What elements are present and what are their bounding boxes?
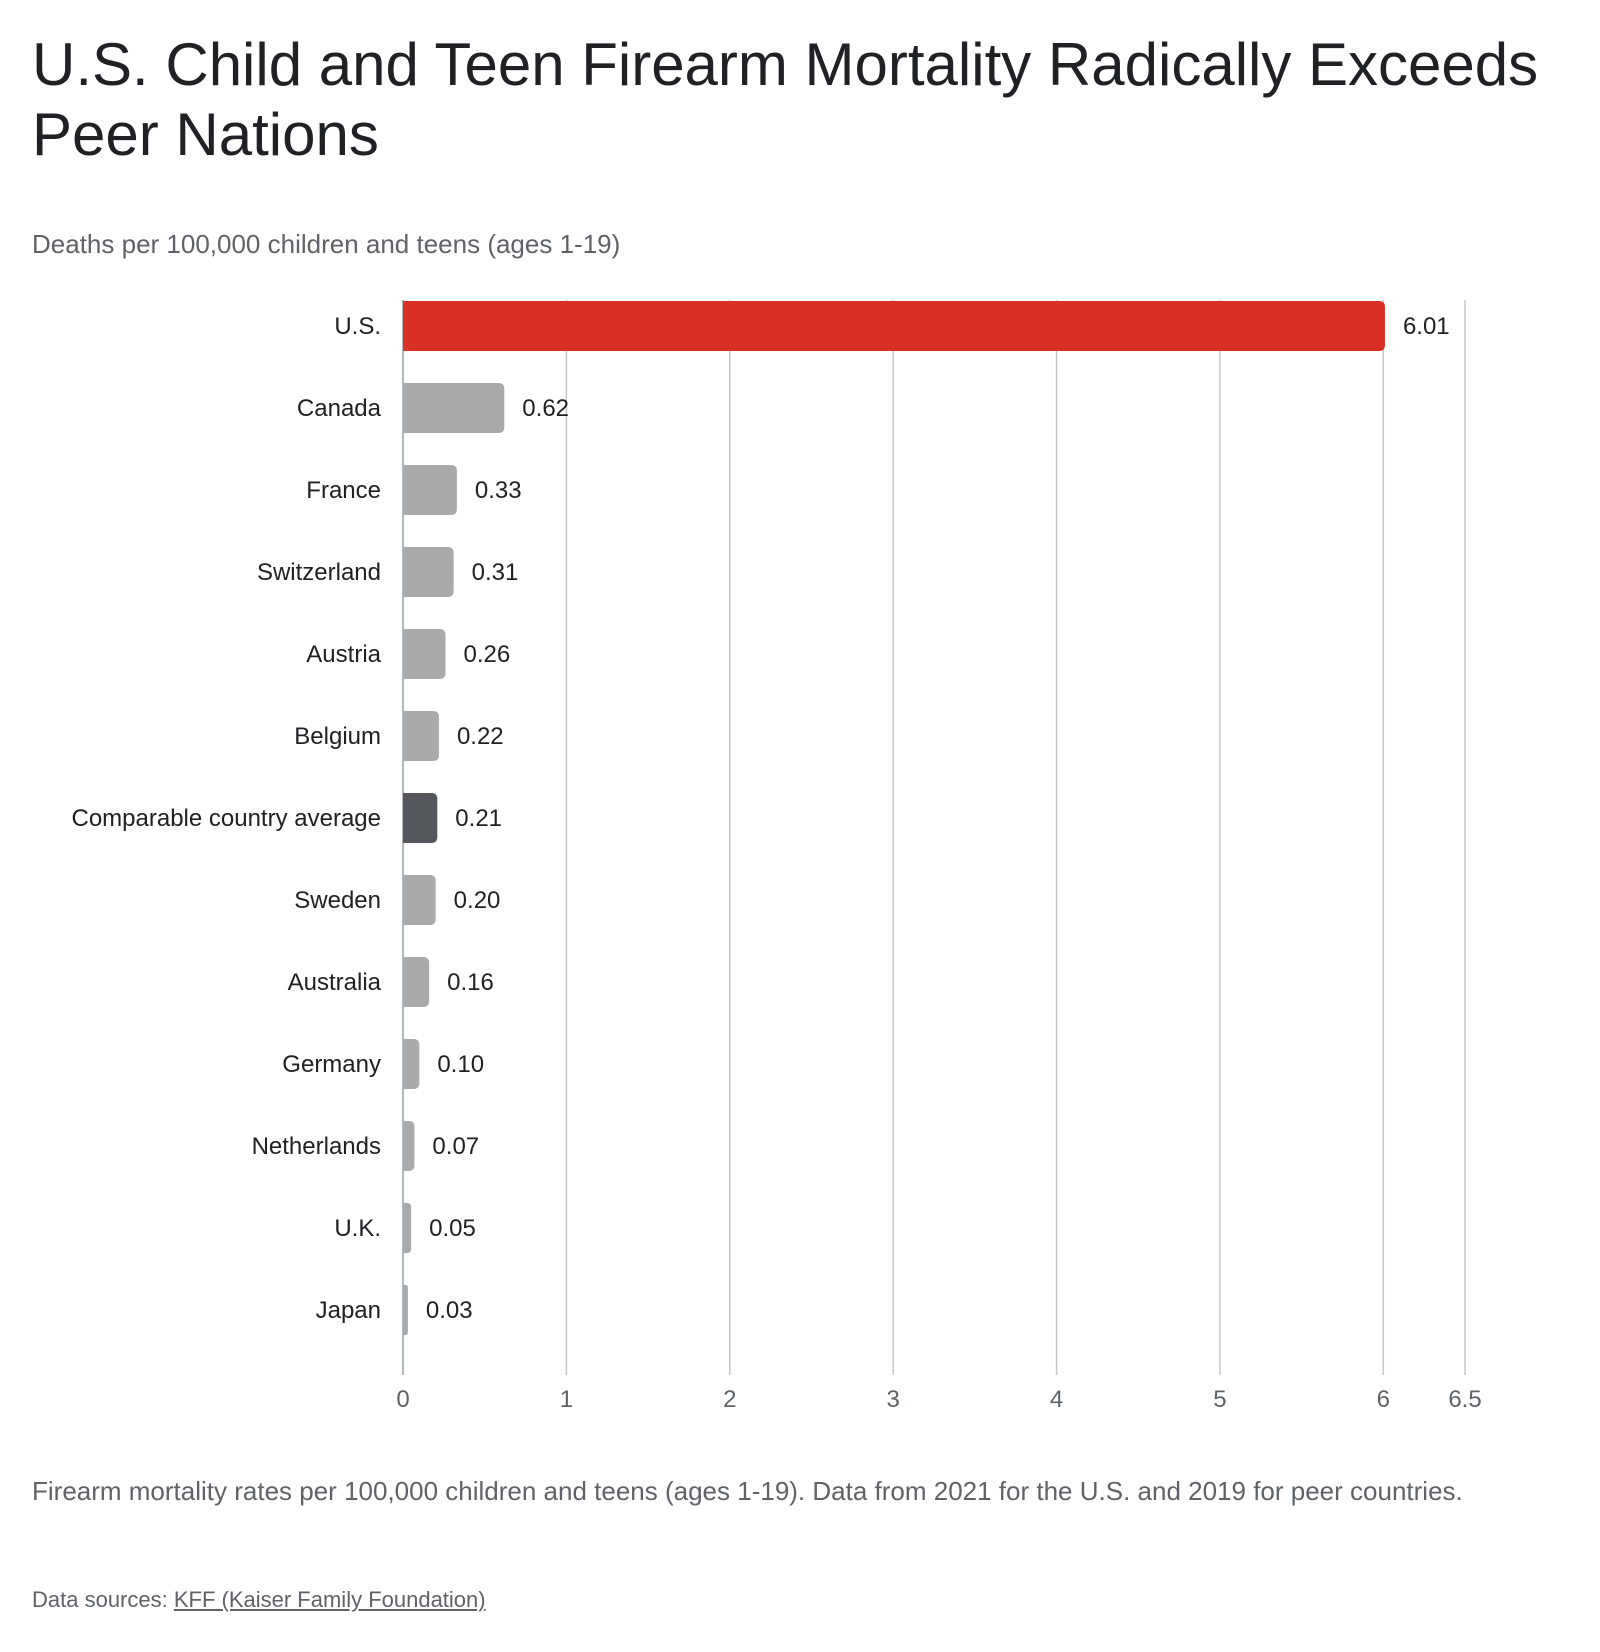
bar [403, 711, 439, 761]
value-label: 0.07 [432, 1133, 479, 1160]
chart-footnote: Firearm mortality rates per 100,000 chil… [32, 1476, 1463, 1506]
bar [403, 1121, 415, 1171]
chart-title: U.S. Child and Teen Firearm Mortality Ra… [32, 31, 1539, 168]
category-label: Canada [297, 395, 382, 422]
value-label: 0.22 [457, 723, 504, 750]
value-label: 0.03 [426, 1297, 473, 1324]
x-axis-ticks: 0 1 2 3 4 5 6 6.5 [396, 1386, 1481, 1413]
gridlines [402, 300, 1466, 1375]
x-tick-label: 1 [560, 1386, 573, 1413]
x-tick-label: 2 [723, 1386, 736, 1413]
bar [403, 1039, 420, 1089]
category-label: U.K. [334, 1215, 381, 1242]
sources-prefix: Data sources: [32, 1587, 174, 1612]
bars: U.S. 6.01 Canada 0.62 France 0.33 Switzerland 0… [71, 301, 1450, 1335]
x-tick-label: 3 [886, 1386, 899, 1413]
value-label: 0.20 [454, 887, 501, 914]
category-label: Switzerland [257, 559, 381, 586]
bar-chart-svg: 0 1 2 3 4 5 6 6.5 U.S. 6.01 Canada 0.62 France 0.33 Sw… [71, 300, 1482, 1413]
sources-link[interactable]: KFF (Kaiser Family Foundation) [173, 1587, 486, 1612]
value-label: 0.62 [522, 395, 569, 422]
x-tick-label: 6.5 [1448, 1386, 1481, 1413]
bar [403, 793, 438, 843]
value-label: 0.33 [475, 477, 522, 504]
category-label: Australia [288, 969, 382, 996]
bar [403, 957, 430, 1007]
chart-subtitle: Deaths per 100,000 children and teens (a… [32, 229, 621, 259]
category-label: Netherlands [252, 1133, 381, 1160]
x-tick-label: 6 [1377, 1386, 1390, 1413]
value-label: 0.21 [455, 805, 502, 832]
category-label: France [306, 477, 381, 504]
category-label: Germany [282, 1051, 381, 1078]
value-label: 0.31 [472, 559, 519, 586]
data-sources: Data sources: KFF (Kaiser Family Foundat… [32, 1585, 486, 1615]
value-label: 6.01 [1403, 313, 1450, 340]
bar [403, 1203, 412, 1253]
category-label: Austria [306, 641, 381, 668]
x-tick-label: 4 [1050, 1386, 1063, 1413]
bar [403, 1285, 408, 1335]
category-label: Japan [316, 1297, 381, 1324]
category-label: U.S. [334, 313, 381, 340]
bar [403, 875, 436, 925]
value-label: 0.05 [429, 1215, 476, 1242]
x-tick-label: 0 [396, 1386, 409, 1413]
bar-chart: 0 1 2 3 4 5 6 6.5 U.S. 6.01 Canada 0.62 France 0.33 Sw… [0, 290, 1600, 1430]
x-tick-label: 5 [1213, 1386, 1226, 1413]
category-label: Belgium [294, 723, 381, 750]
bar [403, 301, 1385, 351]
bar [403, 465, 457, 515]
value-label: 0.16 [447, 969, 494, 996]
bar [403, 383, 505, 433]
value-label: 0.26 [463, 641, 510, 668]
category-label: Sweden [294, 887, 381, 914]
bar [403, 547, 454, 597]
bar [403, 629, 446, 679]
category-label: Comparable country average [71, 805, 381, 832]
value-label: 0.10 [437, 1051, 484, 1078]
